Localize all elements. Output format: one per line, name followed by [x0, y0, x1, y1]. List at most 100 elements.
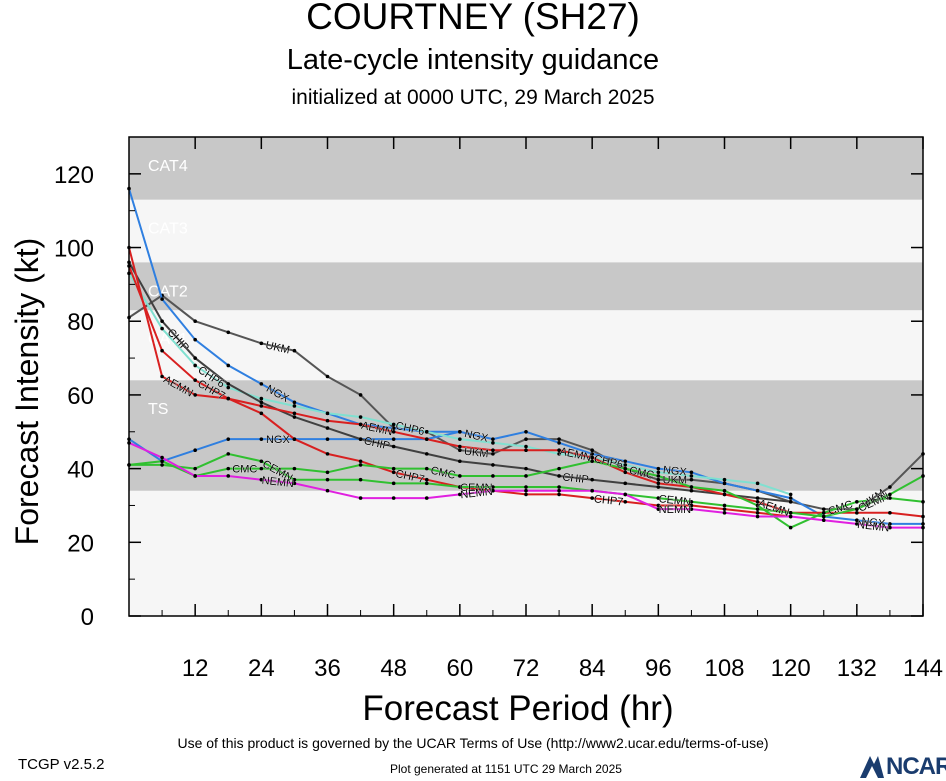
series-point-chip: [193, 356, 197, 360]
y-tick-label: 20: [67, 530, 94, 557]
series-point-aemn: [524, 448, 528, 452]
series-point-chp6: [722, 477, 727, 482]
generated-text: Plot generated at 1151 UTC 29 March 2025: [390, 762, 622, 776]
series-label-ngx: NGX: [861, 516, 887, 531]
series-point-cmc: [259, 466, 264, 471]
series-point-nemn: [226, 474, 231, 478]
series-point-ngx: [226, 437, 231, 441]
series-point-chp7: [193, 378, 197, 382]
terms-of-use-text: Use of this product is governed by the U…: [177, 735, 769, 751]
series-point-chp6: [259, 396, 264, 401]
series-point-aemn: [259, 404, 264, 408]
series-point-cemn: [193, 466, 197, 471]
series-point-cemn: [689, 499, 694, 504]
band-label-cat4: CAT4: [148, 158, 188, 175]
series-point-cmc: [358, 463, 363, 467]
series-point-ngx: [524, 429, 528, 434]
series-point-ukm: [193, 319, 197, 324]
x-tick-label: 24: [248, 655, 275, 682]
series-label-ngx: NGX: [266, 434, 291, 446]
series-point-cmc: [292, 466, 297, 471]
series-point-cmc: [226, 466, 231, 471]
series-point-cmc: [160, 459, 164, 464]
series-point-chp7: [292, 437, 297, 441]
series-point-chip: [689, 488, 694, 493]
ncar-logo: NCAR: [858, 752, 946, 780]
series-point-chp7: [524, 492, 528, 497]
series-point-ngx: [557, 441, 561, 445]
series-point-ngx: [226, 363, 231, 368]
series-point-cmc: [855, 499, 859, 504]
series-point-cemn: [358, 477, 363, 482]
series-point-cmc: [391, 466, 396, 471]
series-label-cmc: CMC: [430, 465, 457, 482]
series-point-ngx: [755, 488, 760, 493]
series-point-cemn: [424, 481, 429, 486]
series-label-ukm: UKM: [663, 475, 687, 487]
series-point-chip: [160, 319, 164, 324]
series-point-cmc: [755, 503, 760, 508]
series-point-chp6: [226, 385, 231, 390]
series-point-chip: [590, 477, 594, 482]
y-tick-label: 60: [67, 383, 94, 410]
series-label-ngx: NGX: [463, 428, 490, 445]
series-point-ngx: [193, 337, 197, 342]
series-point-ngx: [590, 452, 594, 456]
ncar-logo-mark-icon: [860, 756, 884, 778]
series-point-cemn: [458, 485, 462, 489]
series-point-chp7: [424, 477, 429, 482]
chart-init-line: initialized at 0000 UTC, 29 March 2025: [291, 86, 655, 109]
series-point-chp6: [524, 444, 528, 449]
series-point-chip: [424, 452, 429, 456]
series-point-chp6: [623, 463, 628, 467]
series-point-chp6: [193, 363, 197, 368]
series-point-cemn: [325, 477, 330, 482]
series-point-chp7: [722, 507, 727, 511]
series-point-chp7: [557, 492, 561, 497]
series-point-nemn: [160, 455, 164, 460]
band-label-ts: TS: [148, 401, 168, 418]
series-point-cemn: [788, 511, 793, 515]
series-point-chp7: [325, 452, 330, 456]
series-point-aemn: [855, 511, 859, 515]
series-point-nemn: [722, 511, 727, 515]
y-tick-label: 0: [81, 604, 94, 631]
series-point-ukm: [491, 452, 495, 456]
series-point-nemn: [755, 514, 760, 519]
series-point-chp7: [358, 459, 363, 464]
series-point-chp6: [557, 452, 561, 456]
series-point-cmc: [424, 466, 429, 471]
series-point-ngx: [259, 437, 264, 441]
x-tick-label: 96: [645, 655, 672, 682]
band-cat2: [129, 262, 923, 311]
ncar-logo-text: NCAR: [886, 753, 946, 780]
series-point-cmc: [623, 466, 628, 471]
series-point-cemn: [557, 485, 561, 489]
series-point-chp7: [755, 511, 760, 515]
series-point-chp7: [160, 348, 164, 353]
band-label-cat2: CAT2: [148, 283, 188, 300]
series-point-aemn: [722, 492, 727, 497]
series-point-aemn: [292, 411, 297, 416]
series-point-ngx: [292, 400, 297, 405]
series-point-nemn: [424, 496, 429, 500]
series-point-ngx: [458, 429, 462, 434]
series-label-chip: CHIP: [562, 471, 589, 486]
series-point-ngx: [623, 459, 628, 464]
series-point-nemn: [491, 488, 495, 493]
series-point-cmc: [722, 488, 727, 493]
series-point-cmc: [821, 511, 826, 515]
series-point-aemn: [656, 481, 661, 486]
band-cat1: [129, 310, 923, 381]
series-point-ngx: [656, 466, 661, 471]
series-point-nemn: [458, 492, 462, 497]
series-point-cemn: [391, 481, 396, 486]
series-point-nemn: [524, 488, 528, 493]
series-point-ukm: [358, 393, 363, 397]
series-point-chip: [226, 382, 231, 386]
series-point-nemn: [689, 507, 694, 511]
series-point-aemn: [193, 393, 197, 397]
series-point-ukm: [226, 330, 231, 335]
series-point-nemn: [358, 496, 363, 500]
series-point-ukm: [292, 348, 297, 353]
